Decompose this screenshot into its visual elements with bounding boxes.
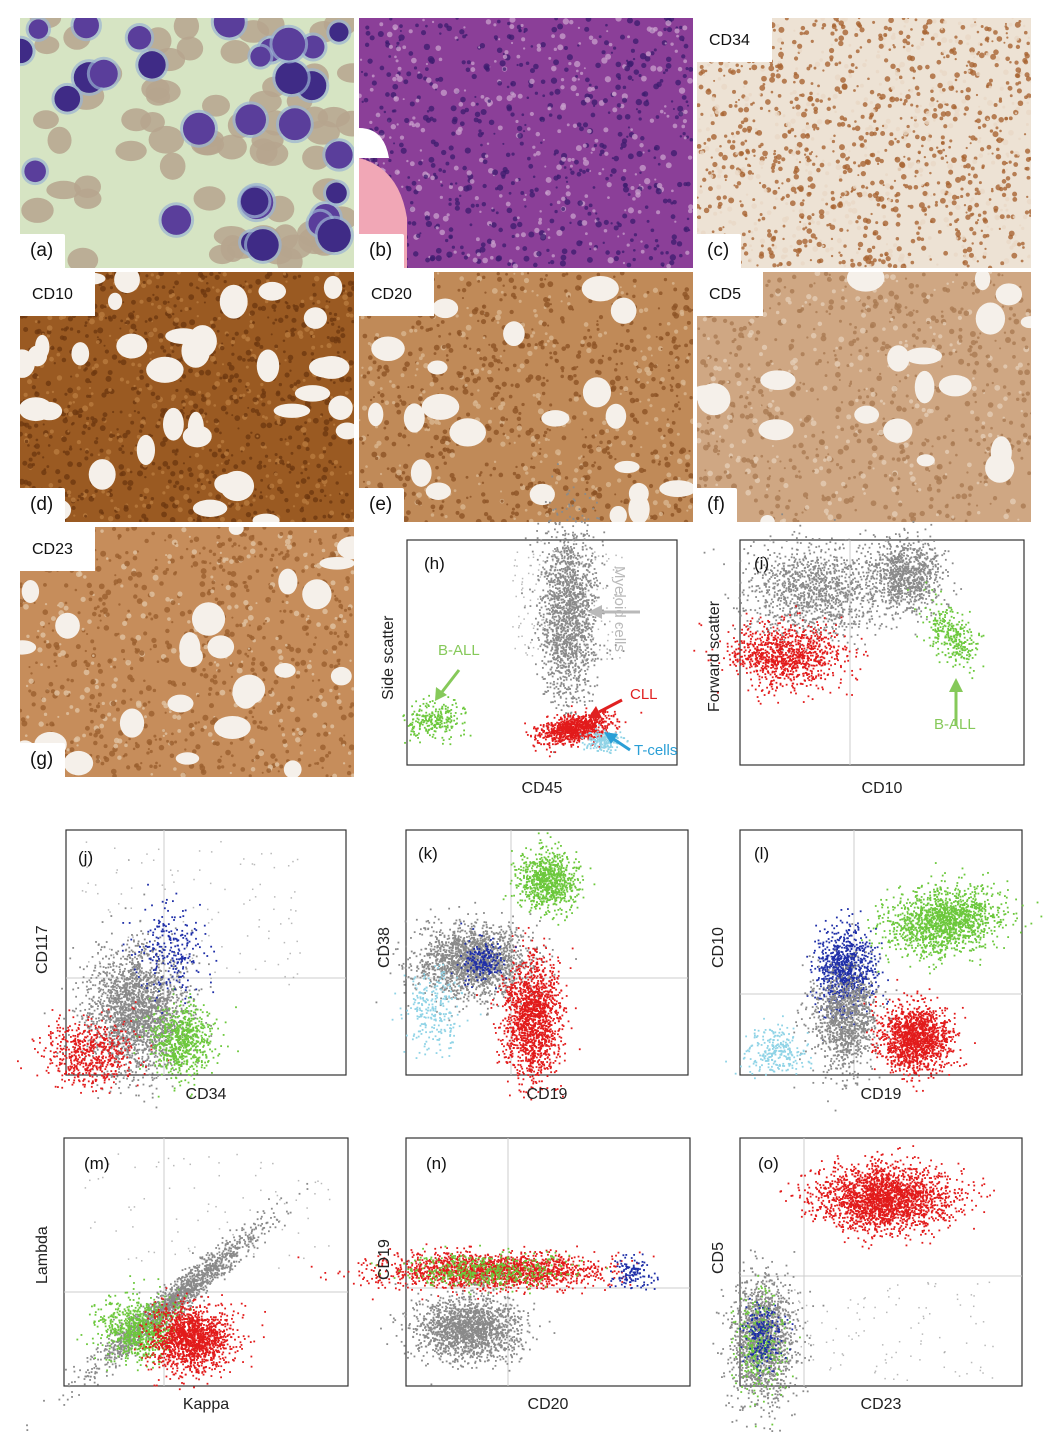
plot-j-cd34-cd117: (j) CD34 CD117	[16, 820, 360, 1120]
y-axis-label: CD5	[710, 1242, 728, 1274]
annotation-b-all: B-ALL	[934, 716, 976, 733]
y-axis-label: Lambda	[34, 1226, 52, 1284]
x-axis-label: CD20	[406, 1396, 690, 1414]
plot-k-cd19-cd38: (k) CD19 CD38	[372, 820, 712, 1120]
panel-letter: (g)	[20, 743, 66, 777]
stain-label: CD34	[697, 18, 772, 62]
stain-label: CD5	[697, 272, 764, 316]
plot-letter: (l)	[754, 844, 769, 864]
plot-letter: (m)	[84, 1154, 109, 1174]
scatter-plot	[297, 1137, 691, 1387]
panel-letter: (a)	[20, 234, 66, 268]
plot-letter: (o)	[758, 1154, 779, 1174]
plot-i-cd10-forward-scatter: (i) B-ALL CD10 Forward scatter	[693, 513, 1040, 810]
panel-letter: (f)	[697, 488, 737, 522]
panel-c-cd34-ihc: CD34 (c)	[697, 18, 1031, 268]
x-axis-label: CD34	[66, 1086, 346, 1104]
scatter-plot	[402, 463, 678, 766]
panel-letter: (e)	[359, 488, 405, 522]
x-axis-label: CD10	[740, 780, 1024, 798]
scatter-plot	[712, 1137, 1023, 1432]
plot-letter: (j)	[78, 848, 93, 868]
panel-g-cd23-ihc: CD23 (g)	[20, 527, 354, 777]
panel-b-he-section: (b)	[359, 18, 693, 268]
panel-d-cd10-ihc: CD10 (d)	[20, 272, 354, 522]
panel-letter: (b)	[359, 234, 405, 268]
plot-letter: (k)	[418, 844, 438, 864]
plot-letter: (n)	[426, 1154, 447, 1174]
panel-f-cd5-ihc: CD5 (f)	[697, 272, 1031, 522]
annotation-b-all: B-ALL	[438, 642, 480, 659]
y-axis-label: Forward scatter	[706, 601, 724, 712]
annotation-t-cells: T-cells	[634, 742, 677, 759]
panel-letter: (d)	[20, 488, 66, 522]
plot-letter: (h)	[424, 554, 445, 574]
panel-letter: (c)	[697, 234, 742, 268]
annotation-cll: CLL	[630, 686, 658, 703]
y-axis-label: CD117	[34, 925, 52, 974]
annotation-myeloid-cells: Myeloid cells	[611, 566, 628, 652]
scatter-plot	[693, 513, 1025, 766]
scatter-plot	[725, 829, 1043, 1112]
stain-label: CD10	[20, 272, 95, 316]
panel-e-cd20-ihc: CD20 (e)	[359, 272, 693, 522]
stain-label: CD23	[20, 527, 95, 571]
plot-letter: (i)	[754, 554, 769, 574]
scatter-plot	[16, 829, 347, 1109]
y-axis-label: CD10	[710, 927, 728, 968]
x-axis-label: CD19	[406, 1086, 688, 1104]
scatter-plot	[375, 829, 689, 1101]
scatter-plot	[26, 1137, 349, 1432]
y-axis-label: CD19	[376, 1239, 394, 1280]
plot-o-cd23-cd5: (o) CD23 CD5	[704, 1130, 1044, 1432]
plot-n-cd20-cd19: (n) CD20 CD19	[297, 1130, 712, 1430]
plot-m-kappa-lambda: (m) Kappa Lambda	[20, 1130, 360, 1432]
wright-smear-image	[20, 18, 354, 268]
stain-label: CD20	[359, 272, 434, 316]
he-stain-image	[359, 18, 693, 268]
x-axis-label: CD23	[740, 1396, 1022, 1414]
plot-l-cd19-cd10: (l) CD19 CD10	[704, 820, 1044, 1120]
x-axis-label: CD45	[407, 780, 677, 798]
x-axis-label: CD19	[740, 1086, 1022, 1104]
y-axis-label: Side scatter	[380, 616, 398, 700]
plot-h-cd45-side-scatter: (h) Myeloid cells B-ALL CLL T-cells CD45…	[352, 463, 692, 810]
x-axis-label: Kappa	[64, 1396, 348, 1414]
y-axis-label: CD38	[376, 927, 394, 968]
panel-a-wright-smear: (a)	[20, 18, 354, 268]
